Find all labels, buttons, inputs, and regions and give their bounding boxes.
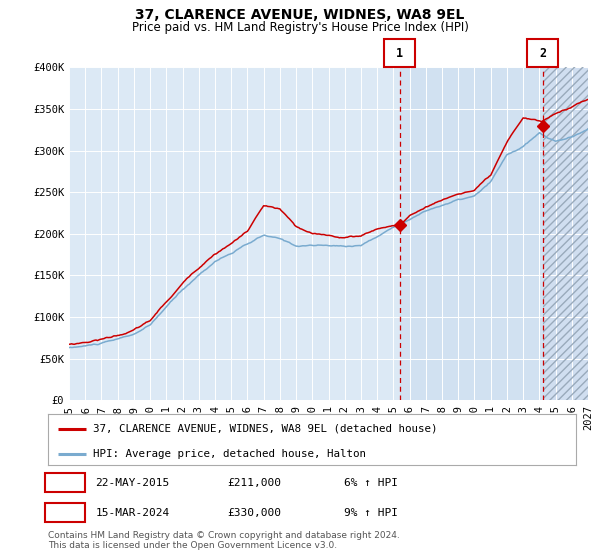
Text: 37, CLARENCE AVENUE, WIDNES, WA8 9EL (detached house): 37, CLARENCE AVENUE, WIDNES, WA8 9EL (de… bbox=[93, 423, 437, 433]
Text: 2: 2 bbox=[61, 506, 68, 520]
Text: £211,000: £211,000 bbox=[227, 478, 281, 488]
Text: Contains HM Land Registry data © Crown copyright and database right 2024.
This d: Contains HM Land Registry data © Crown c… bbox=[48, 531, 400, 550]
Bar bbox=[400, 67, 542, 400]
Bar bbox=[542, 67, 588, 400]
Text: 1: 1 bbox=[61, 476, 68, 489]
Text: 15-MAR-2024: 15-MAR-2024 bbox=[95, 508, 170, 518]
Text: HPI: Average price, detached house, Halton: HPI: Average price, detached house, Halt… bbox=[93, 449, 366, 459]
Bar bbox=[542, 67, 588, 400]
Text: 6% ↑ HPI: 6% ↑ HPI bbox=[344, 478, 398, 488]
Text: 1: 1 bbox=[397, 46, 403, 60]
Text: 22-MAY-2015: 22-MAY-2015 bbox=[95, 478, 170, 488]
Text: £330,000: £330,000 bbox=[227, 508, 281, 518]
FancyBboxPatch shape bbox=[46, 503, 85, 522]
Text: Price paid vs. HM Land Registry's House Price Index (HPI): Price paid vs. HM Land Registry's House … bbox=[131, 21, 469, 34]
Text: 2: 2 bbox=[539, 46, 546, 60]
FancyBboxPatch shape bbox=[527, 39, 558, 67]
FancyBboxPatch shape bbox=[384, 39, 415, 67]
FancyBboxPatch shape bbox=[46, 473, 85, 492]
Text: 37, CLARENCE AVENUE, WIDNES, WA8 9EL: 37, CLARENCE AVENUE, WIDNES, WA8 9EL bbox=[136, 8, 464, 22]
Text: 9% ↑ HPI: 9% ↑ HPI bbox=[344, 508, 398, 518]
